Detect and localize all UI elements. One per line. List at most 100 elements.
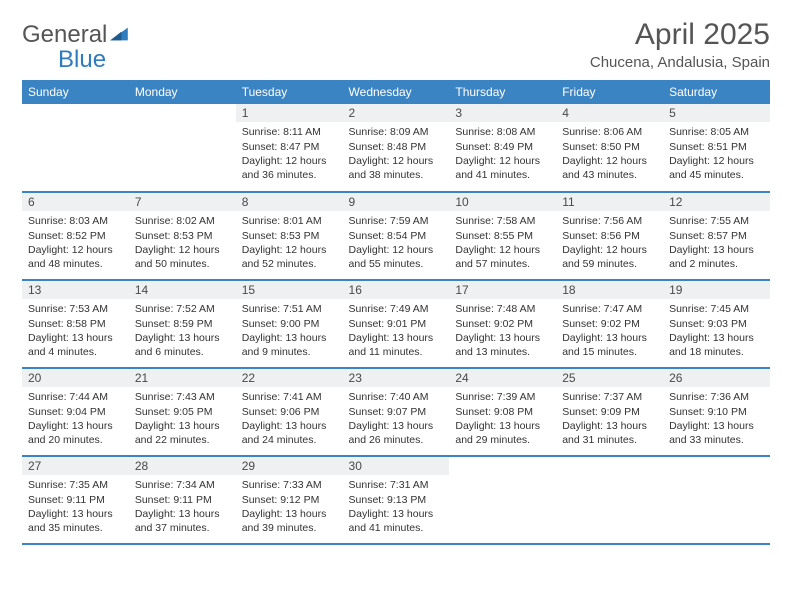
day-header: Monday [129, 80, 236, 104]
day-details: Sunrise: 7:59 AMSunset: 8:54 PMDaylight:… [343, 211, 450, 277]
day-details: Sunrise: 7:43 AMSunset: 9:05 PMDaylight:… [129, 387, 236, 453]
day-header: Wednesday [343, 80, 450, 104]
day-number: 17 [449, 281, 556, 299]
day-header: Sunday [22, 80, 129, 104]
day-number: 20 [22, 369, 129, 387]
calendar-cell: 9Sunrise: 7:59 AMSunset: 8:54 PMDaylight… [343, 192, 450, 280]
day-details: Sunrise: 7:31 AMSunset: 9:13 PMDaylight:… [343, 475, 450, 541]
calendar-cell [129, 104, 236, 192]
calendar-week-row: 13Sunrise: 7:53 AMSunset: 8:58 PMDayligh… [22, 280, 770, 368]
page-title: April 2025 [590, 18, 770, 52]
day-number: 24 [449, 369, 556, 387]
day-header: Saturday [663, 80, 770, 104]
day-number: 16 [343, 281, 450, 299]
day-details: Sunrise: 7:36 AMSunset: 9:10 PMDaylight:… [663, 387, 770, 453]
day-number: 13 [22, 281, 129, 299]
logo-triangle-icon [109, 26, 129, 42]
day-number: 15 [236, 281, 343, 299]
calendar-cell: 23Sunrise: 7:40 AMSunset: 9:07 PMDayligh… [343, 368, 450, 456]
day-details: Sunrise: 7:48 AMSunset: 9:02 PMDaylight:… [449, 299, 556, 365]
day-number: 26 [663, 369, 770, 387]
calendar-week-row: 27Sunrise: 7:35 AMSunset: 9:11 PMDayligh… [22, 456, 770, 544]
day-details: Sunrise: 7:44 AMSunset: 9:04 PMDaylight:… [22, 387, 129, 453]
day-number: 28 [129, 457, 236, 475]
day-number: 27 [22, 457, 129, 475]
day-number: 9 [343, 193, 450, 211]
calendar-cell: 22Sunrise: 7:41 AMSunset: 9:06 PMDayligh… [236, 368, 343, 456]
calendar-cell: 6Sunrise: 8:03 AMSunset: 8:52 PMDaylight… [22, 192, 129, 280]
calendar-cell [663, 456, 770, 544]
calendar-cell: 11Sunrise: 7:56 AMSunset: 8:56 PMDayligh… [556, 192, 663, 280]
day-details: Sunrise: 7:41 AMSunset: 9:06 PMDaylight:… [236, 387, 343, 453]
day-number: 21 [129, 369, 236, 387]
calendar-cell: 20Sunrise: 7:44 AMSunset: 9:04 PMDayligh… [22, 368, 129, 456]
calendar-cell: 25Sunrise: 7:37 AMSunset: 9:09 PMDayligh… [556, 368, 663, 456]
calendar-cell: 17Sunrise: 7:48 AMSunset: 9:02 PMDayligh… [449, 280, 556, 368]
calendar-cell: 4Sunrise: 8:06 AMSunset: 8:50 PMDaylight… [556, 104, 663, 192]
day-details: Sunrise: 7:56 AMSunset: 8:56 PMDaylight:… [556, 211, 663, 277]
logo: GeneralBlue [22, 18, 129, 72]
calendar-cell: 27Sunrise: 7:35 AMSunset: 9:11 PMDayligh… [22, 456, 129, 544]
day-number: 3 [449, 104, 556, 122]
calendar-cell: 18Sunrise: 7:47 AMSunset: 9:02 PMDayligh… [556, 280, 663, 368]
calendar-cell: 14Sunrise: 7:52 AMSunset: 8:59 PMDayligh… [129, 280, 236, 368]
page-subtitle: Chucena, Andalusia, Spain [590, 54, 770, 71]
calendar-week-row: 6Sunrise: 8:03 AMSunset: 8:52 PMDaylight… [22, 192, 770, 280]
day-details: Sunrise: 7:45 AMSunset: 9:03 PMDaylight:… [663, 299, 770, 365]
day-details: Sunrise: 7:37 AMSunset: 9:09 PMDaylight:… [556, 387, 663, 453]
day-number: 11 [556, 193, 663, 211]
calendar-week-row: 20Sunrise: 7:44 AMSunset: 9:04 PMDayligh… [22, 368, 770, 456]
day-number: 25 [556, 369, 663, 387]
day-number: 14 [129, 281, 236, 299]
day-details: Sunrise: 7:51 AMSunset: 9:00 PMDaylight:… [236, 299, 343, 365]
calendar-cell: 3Sunrise: 8:08 AMSunset: 8:49 PMDaylight… [449, 104, 556, 192]
calendar-cell: 2Sunrise: 8:09 AMSunset: 8:48 PMDaylight… [343, 104, 450, 192]
calendar-cell: 28Sunrise: 7:34 AMSunset: 9:11 PMDayligh… [129, 456, 236, 544]
calendar-cell: 21Sunrise: 7:43 AMSunset: 9:05 PMDayligh… [129, 368, 236, 456]
day-number: 22 [236, 369, 343, 387]
day-number: 12 [663, 193, 770, 211]
day-details: Sunrise: 7:58 AMSunset: 8:55 PMDaylight:… [449, 211, 556, 277]
day-number: 6 [22, 193, 129, 211]
calendar-cell: 24Sunrise: 7:39 AMSunset: 9:08 PMDayligh… [449, 368, 556, 456]
day-details: Sunrise: 8:11 AMSunset: 8:47 PMDaylight:… [236, 122, 343, 188]
day-details: Sunrise: 7:49 AMSunset: 9:01 PMDaylight:… [343, 299, 450, 365]
day-details: Sunrise: 7:40 AMSunset: 9:07 PMDaylight:… [343, 387, 450, 453]
day-details: Sunrise: 7:53 AMSunset: 8:58 PMDaylight:… [22, 299, 129, 365]
calendar-cell: 8Sunrise: 8:01 AMSunset: 8:53 PMDaylight… [236, 192, 343, 280]
day-details: Sunrise: 8:08 AMSunset: 8:49 PMDaylight:… [449, 122, 556, 188]
calendar-cell: 15Sunrise: 7:51 AMSunset: 9:00 PMDayligh… [236, 280, 343, 368]
day-number: 19 [663, 281, 770, 299]
day-header: Tuesday [236, 80, 343, 104]
calendar-cell [22, 104, 129, 192]
day-details: Sunrise: 7:35 AMSunset: 9:11 PMDaylight:… [22, 475, 129, 541]
calendar-table: SundayMondayTuesdayWednesdayThursdayFrid… [22, 80, 770, 545]
day-number: 30 [343, 457, 450, 475]
day-details: Sunrise: 8:01 AMSunset: 8:53 PMDaylight:… [236, 211, 343, 277]
day-number: 8 [236, 193, 343, 211]
day-number: 5 [663, 104, 770, 122]
day-details: Sunrise: 7:33 AMSunset: 9:12 PMDaylight:… [236, 475, 343, 541]
calendar-cell: 10Sunrise: 7:58 AMSunset: 8:55 PMDayligh… [449, 192, 556, 280]
day-details: Sunrise: 7:55 AMSunset: 8:57 PMDaylight:… [663, 211, 770, 277]
day-details: Sunrise: 8:09 AMSunset: 8:48 PMDaylight:… [343, 122, 450, 188]
calendar-cell: 1Sunrise: 8:11 AMSunset: 8:47 PMDaylight… [236, 104, 343, 192]
calendar-cell [449, 456, 556, 544]
day-header: Friday [556, 80, 663, 104]
day-details: Sunrise: 7:34 AMSunset: 9:11 PMDaylight:… [129, 475, 236, 541]
title-block: April 2025 Chucena, Andalusia, Spain [590, 18, 770, 71]
day-number: 18 [556, 281, 663, 299]
calendar-cell: 29Sunrise: 7:33 AMSunset: 9:12 PMDayligh… [236, 456, 343, 544]
logo-text-right: Blue [22, 46, 106, 73]
calendar-cell: 12Sunrise: 7:55 AMSunset: 8:57 PMDayligh… [663, 192, 770, 280]
day-details: Sunrise: 8:05 AMSunset: 8:51 PMDaylight:… [663, 122, 770, 188]
day-number: 4 [556, 104, 663, 122]
calendar-cell: 5Sunrise: 8:05 AMSunset: 8:51 PMDaylight… [663, 104, 770, 192]
calendar-week-row: 1Sunrise: 8:11 AMSunset: 8:47 PMDaylight… [22, 104, 770, 192]
calendar-cell: 19Sunrise: 7:45 AMSunset: 9:03 PMDayligh… [663, 280, 770, 368]
day-details: Sunrise: 8:03 AMSunset: 8:52 PMDaylight:… [22, 211, 129, 277]
day-details: Sunrise: 7:47 AMSunset: 9:02 PMDaylight:… [556, 299, 663, 365]
day-details: Sunrise: 7:52 AMSunset: 8:59 PMDaylight:… [129, 299, 236, 365]
day-number: 23 [343, 369, 450, 387]
calendar-cell: 13Sunrise: 7:53 AMSunset: 8:58 PMDayligh… [22, 280, 129, 368]
